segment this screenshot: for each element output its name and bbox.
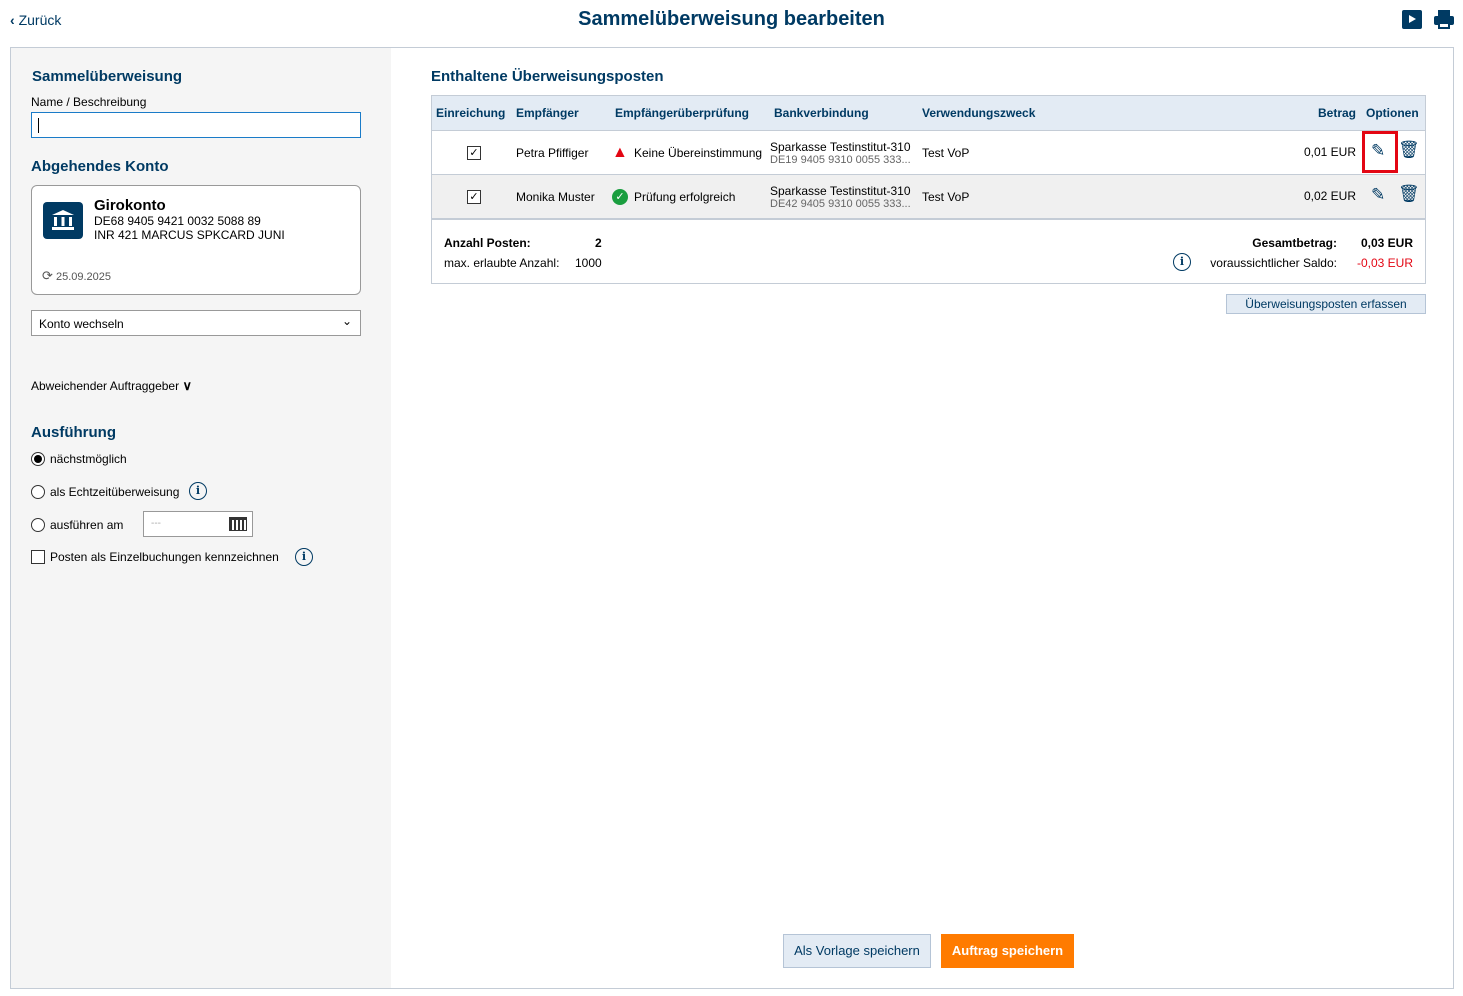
checkbox-label: Posten als Einzelbuchungen kennzeichnen	[50, 550, 279, 564]
edit-icon[interactable]: ✎	[1371, 185, 1386, 204]
name-input[interactable]	[31, 112, 361, 138]
column-header: Empfängerüberprüfung	[615, 106, 749, 120]
save-order-button[interactable]: Auftrag speichern	[941, 934, 1074, 968]
check-status: Keine Übereinstimmung	[634, 146, 763, 160]
name-label: Name / Beschreibung	[31, 95, 147, 109]
single-booking-checkbox[interactable]	[31, 550, 45, 564]
account-iban: DE68 9405 9421 0032 5088 89	[94, 214, 261, 228]
refresh-icon[interactable]: ⟳	[42, 268, 53, 283]
column-header: Bankverbindung	[774, 106, 869, 120]
radio-execute-on[interactable]	[31, 518, 45, 532]
chevron-down-icon: ⌄	[341, 314, 352, 328]
execution-title: Ausführung	[31, 424, 116, 441]
max-label: max. erlaubte Anzahl:	[444, 256, 560, 270]
account-card[interactable]: Girokonto DE68 9405 9421 0032 5088 89 IN…	[31, 185, 361, 295]
amount: 0,02 EUR	[1303, 189, 1356, 203]
edit-icon[interactable]: ✎	[1371, 141, 1386, 160]
video-icon[interactable]	[1402, 10, 1422, 29]
account-title: Abgehendes Konto	[31, 158, 169, 175]
radio-label: nächstmöglich	[50, 452, 127, 466]
account-description: INR 421 MARCUS SPKCARD JUNI	[94, 228, 285, 242]
max-value: 1000	[575, 256, 602, 270]
alt-principal-toggle[interactable]: Abweichender Auftraggeber ∨	[31, 378, 192, 393]
balance-label: voraussichtlicher Saldo:	[1210, 256, 1337, 270]
total-label: Gesamtbetrag:	[1252, 236, 1337, 250]
date-input[interactable]: ---	[143, 511, 253, 537]
section-title: Sammelüberweisung	[32, 68, 183, 85]
purpose: Test VoP	[922, 190, 970, 204]
submit-checkbox[interactable]: ✓	[467, 146, 481, 160]
recipient: Petra Pfiffiger	[516, 146, 589, 160]
bank-icon	[43, 202, 83, 239]
balance-value: -0,03 EUR	[1356, 256, 1413, 270]
iban: DE42 9405 9310 0055 333...	[770, 198, 911, 210]
back-link[interactable]: ‹ Zurück	[10, 12, 62, 28]
warning-icon: ▲	[612, 144, 628, 161]
account-date: ⟳ 25.09.2025	[42, 268, 112, 283]
column-header: Optionen	[1366, 106, 1419, 120]
info-icon[interactable]: i	[1173, 253, 1191, 271]
iban: DE19 9405 9310 0055 333...	[770, 154, 911, 166]
check-status: Prüfung erfolgreich	[634, 190, 736, 204]
radio-instant[interactable]	[31, 485, 45, 499]
trash-icon[interactable]: 🗑	[1398, 184, 1420, 203]
column-header: Verwendungszweck	[922, 106, 1036, 120]
total-value: 0,03 EUR	[1360, 236, 1413, 250]
table-row: ✓ Petra Pfiffiger ▲ Keine Übereinstimmun…	[432, 130, 1425, 174]
column-header: Betrag	[1318, 106, 1357, 120]
table-row: ✓ Monika Muster ✓ Prüfung erfolgreich Sp…	[432, 174, 1425, 218]
amount: 0,01 EUR	[1303, 145, 1356, 159]
recipient: Monika Muster	[516, 190, 595, 204]
chevron-down-icon: ∨	[182, 378, 192, 393]
content-frame	[10, 47, 1454, 989]
info-icon[interactable]: i	[295, 548, 313, 566]
account-name: Girokonto	[94, 197, 166, 214]
save-template-button[interactable]: Als Vorlage speichern	[783, 934, 931, 968]
page-title: Sammelüberweisung bearbeiten	[578, 8, 885, 30]
chevron-left-icon: ‹	[10, 12, 19, 28]
count-value: 2	[595, 236, 602, 250]
radio-next-possible[interactable]	[31, 452, 45, 466]
count-label: Anzahl Posten:	[444, 236, 531, 250]
bank-name: Sparkasse Testinstitut-310	[770, 184, 911, 198]
summary: Anzahl Posten: 2 max. erlaubte Anzahl: 1…	[432, 218, 1425, 283]
print-icon[interactable]	[1434, 10, 1454, 29]
info-icon[interactable]: i	[189, 482, 207, 500]
column-header: Einreichung	[436, 106, 506, 120]
radio-label: als Echtzeitüberweisung	[50, 485, 180, 499]
calendar-icon[interactable]	[229, 517, 247, 531]
column-header: Empfänger	[516, 106, 579, 120]
add-item-button[interactable]: Überweisungsposten erfassen	[1226, 294, 1426, 314]
purpose: Test VoP	[922, 146, 970, 160]
trash-icon[interactable]: 🗑	[1398, 140, 1420, 159]
items-table: Einreichung Empfänger Empfängerüberprüfu…	[431, 95, 1426, 284]
items-title: Enthaltene Überweisungsposten	[431, 68, 664, 85]
bank-name: Sparkasse Testinstitut-310	[770, 140, 911, 154]
highlight-box	[1362, 131, 1398, 173]
radio-label: ausführen am	[50, 518, 124, 532]
submit-checkbox[interactable]: ✓	[467, 190, 481, 204]
success-icon: ✓	[612, 189, 628, 205]
table-header: Einreichung Empfänger Empfängerüberprüfu…	[432, 96, 1425, 130]
change-account-select[interactable]: Konto wechseln ⌄	[31, 310, 361, 336]
